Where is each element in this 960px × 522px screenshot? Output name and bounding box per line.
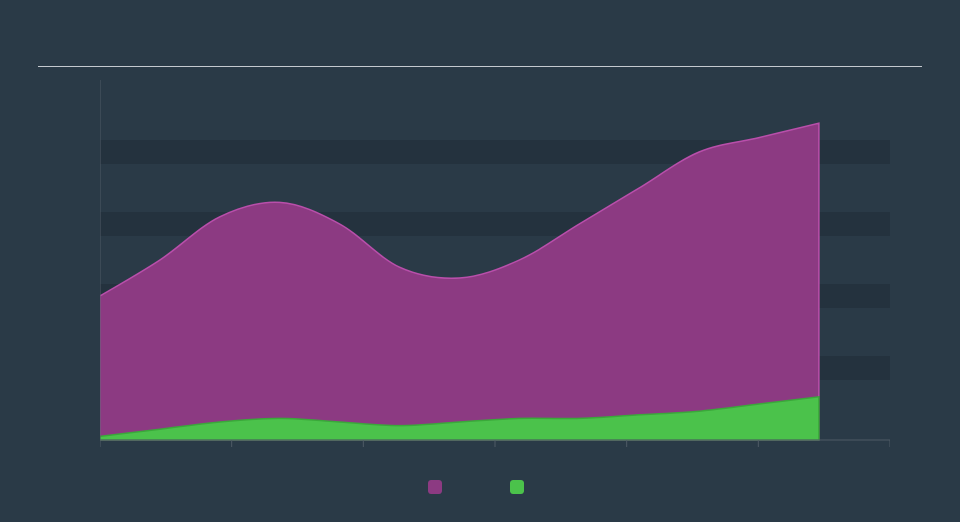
series-purple [100, 123, 819, 440]
chart-container [0, 0, 960, 522]
legend-swatch-green [510, 480, 524, 494]
legend-item-green [510, 480, 532, 494]
plot-area [100, 80, 890, 440]
legend-item-purple [428, 480, 450, 494]
legend-swatch-purple [428, 480, 442, 494]
series-areas [100, 123, 819, 440]
x-ticks [100, 440, 890, 447]
chart-svg [100, 80, 890, 450]
legend [0, 480, 960, 494]
header-rule [38, 66, 922, 67]
